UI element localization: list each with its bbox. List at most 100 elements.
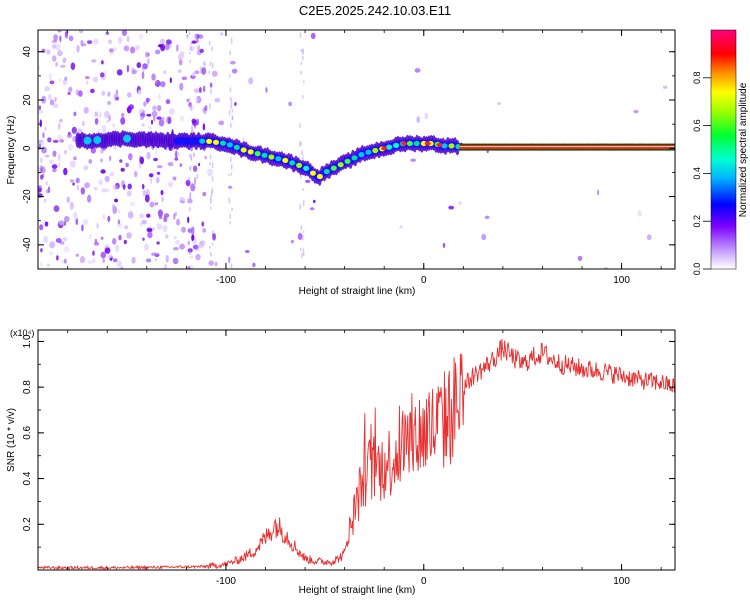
noise-speck <box>175 211 177 216</box>
colorbar-gradient <box>710 29 737 270</box>
noise-speck <box>197 34 204 39</box>
y-tick-label: -20 <box>22 189 33 204</box>
noise-streak <box>229 213 231 219</box>
noise-speck <box>176 218 181 226</box>
noise-speck <box>179 51 185 59</box>
x-tick-label: 0 <box>421 275 427 286</box>
noise-speck <box>52 44 57 49</box>
noise-streak <box>228 110 231 116</box>
noise-streak <box>229 96 232 101</box>
noise-speck <box>145 258 152 263</box>
noise-speck <box>154 148 158 154</box>
noise-speck <box>41 146 47 154</box>
ridge-peak <box>123 134 131 143</box>
noise-streak <box>299 32 302 38</box>
ridge-peak <box>448 143 455 149</box>
noise-speck <box>146 213 151 218</box>
noise-speck <box>245 250 250 253</box>
ridge-peak <box>275 156 282 162</box>
noise-speck <box>58 161 61 168</box>
noise-streak <box>212 230 214 237</box>
noise-streak <box>231 164 233 170</box>
noise-speck <box>155 258 157 262</box>
noise-speck <box>234 102 237 106</box>
noise-streak <box>190 145 192 151</box>
noise-speck <box>137 89 142 95</box>
noise-speck <box>165 99 171 105</box>
noise-speck <box>194 70 200 75</box>
noise-speck <box>149 201 155 208</box>
noise-speck <box>156 165 163 169</box>
y-tick-label: 0.2 <box>22 517 33 531</box>
noise-speck <box>165 234 169 239</box>
noise-speck <box>90 88 95 94</box>
noise-speck <box>64 31 69 39</box>
noise-speck <box>54 96 57 102</box>
noise-streak <box>300 48 302 52</box>
noise-speck <box>70 179 74 183</box>
noise-streak <box>300 225 303 231</box>
noise-speck <box>153 199 156 208</box>
noise-streak <box>191 130 193 133</box>
y-tick-label: 0.6 <box>22 425 33 439</box>
noise-speck <box>414 68 421 73</box>
noise-speck <box>207 168 213 177</box>
colorbar-label: Normalized spectral amplitude <box>738 82 749 217</box>
noise-speck <box>120 266 124 269</box>
noise-streak <box>230 37 233 44</box>
noise-speck <box>48 250 54 256</box>
noise-speck <box>416 116 421 123</box>
noise-speck <box>127 92 132 98</box>
noise-speck <box>153 157 159 162</box>
noise-streak <box>209 154 212 160</box>
ridge-peak <box>365 149 372 155</box>
noise-speck <box>167 116 172 125</box>
noise-speck <box>115 244 119 253</box>
noise-streak <box>209 252 212 255</box>
noise-speck <box>39 165 44 173</box>
noise-speck <box>195 97 198 104</box>
noise-speck <box>57 50 63 57</box>
y-tick-label: 0.4 <box>22 471 33 485</box>
noise-speck <box>66 196 70 203</box>
noise-speck <box>109 172 115 177</box>
ridge-peak <box>406 140 413 147</box>
noise-speck <box>127 211 134 219</box>
noise-speck <box>92 76 99 83</box>
spectrogram-panel: -100 0 100 -40 -20 0 20 40 Height of straight l… <box>6 29 676 297</box>
noise-speck <box>132 69 137 75</box>
noise-streak <box>303 80 305 83</box>
spectrogram-xlabel: Height of straight line (km) <box>299 286 416 297</box>
noise-speck <box>157 209 163 217</box>
noise-speck <box>178 69 182 74</box>
noise-speck <box>150 176 153 184</box>
noise-speck <box>102 258 105 263</box>
noise-speck <box>118 234 122 241</box>
noise-speck <box>155 49 161 55</box>
noise-speck <box>152 227 156 231</box>
ridge-peak <box>330 165 337 171</box>
snr-series-line <box>38 339 675 570</box>
noise-speck <box>85 80 89 85</box>
noise-speck <box>159 38 165 45</box>
x-tick-label: 100 <box>613 576 630 587</box>
noise-streak <box>231 109 234 113</box>
noise-speck <box>69 160 76 168</box>
noise-streak <box>302 95 304 99</box>
noise-speck <box>100 236 104 240</box>
ridge-peak <box>413 140 420 147</box>
noise-speck <box>228 256 231 264</box>
noise-speck <box>141 123 145 127</box>
noise-speck <box>100 158 103 163</box>
noise-speck <box>144 243 149 251</box>
ridge-peak <box>358 152 365 158</box>
noise-speck <box>248 77 254 85</box>
noise-speck <box>57 30 62 33</box>
noise-streak <box>302 230 305 233</box>
noise-speck <box>128 104 134 110</box>
noise-speck <box>107 253 113 259</box>
noise-speck <box>91 59 97 63</box>
noise-speck <box>231 68 238 74</box>
colorbar: 0.0 0.2 0.4 0.6 0.8 Normalized spectral ampl… <box>692 29 749 275</box>
noise-speck <box>410 158 416 162</box>
